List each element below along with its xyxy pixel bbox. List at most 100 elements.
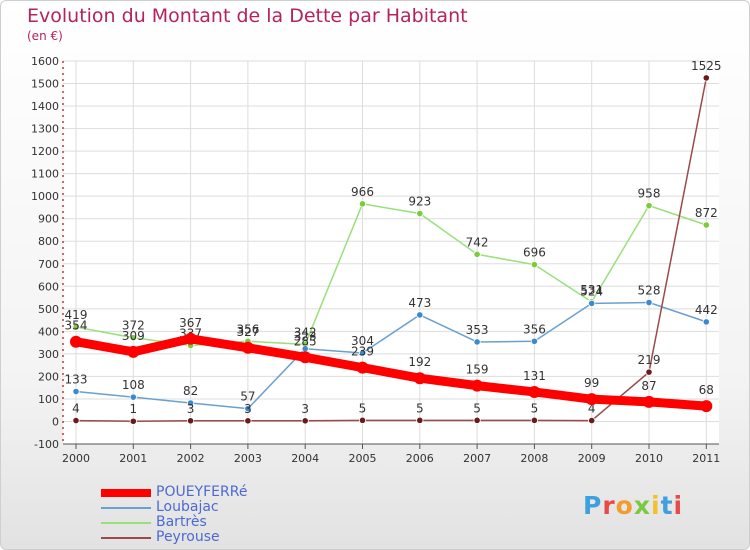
data-point bbox=[358, 416, 367, 424]
series-line-1 bbox=[75, 301, 708, 410]
data-point bbox=[70, 335, 82, 348]
data-point bbox=[645, 368, 653, 376]
data-point bbox=[244, 417, 252, 425]
data-point bbox=[473, 250, 481, 258]
data-point bbox=[473, 338, 481, 346]
data-point bbox=[187, 399, 195, 407]
y-tick-label: 400 bbox=[38, 325, 59, 338]
y-tick-label: -100 bbox=[34, 438, 59, 451]
y-tick-label: 1600 bbox=[31, 55, 59, 68]
legend-swatch-loubajac bbox=[101, 507, 151, 509]
data-point bbox=[187, 417, 195, 425]
data-point bbox=[416, 416, 424, 424]
data-point bbox=[585, 393, 598, 406]
logo-letter: x bbox=[633, 491, 651, 520]
data-point bbox=[416, 209, 424, 218]
data-point bbox=[72, 387, 80, 396]
data-label: 524 bbox=[580, 284, 603, 298]
data-label: 5 bbox=[531, 401, 539, 415]
data-point bbox=[702, 221, 710, 229]
chart-title: Evolution du Montant de la Dette par Hab… bbox=[27, 5, 468, 27]
data-point bbox=[127, 345, 140, 358]
data-point bbox=[700, 400, 713, 413]
data-point bbox=[72, 416, 80, 425]
legend-label: Peyrouse bbox=[156, 529, 220, 545]
data-point bbox=[645, 298, 653, 307]
data-label: 5 bbox=[359, 401, 367, 415]
data-label: 353 bbox=[466, 323, 489, 337]
data-label: 327 bbox=[236, 325, 259, 339]
data-point bbox=[301, 417, 309, 425]
y-tick-label: 500 bbox=[38, 303, 59, 316]
data-point bbox=[184, 332, 197, 345]
data-point bbox=[241, 341, 254, 354]
data-label: 159 bbox=[466, 363, 489, 377]
data-label: 5 bbox=[416, 401, 424, 415]
y-tick-label: 1200 bbox=[31, 145, 59, 158]
y-tick-label: 600 bbox=[38, 280, 59, 293]
legend-label: Bartrès bbox=[156, 514, 207, 530]
y-tick-label: 900 bbox=[38, 213, 59, 226]
data-label: 356 bbox=[236, 322, 259, 336]
x-tick-label: 2004 bbox=[291, 452, 319, 465]
data-point bbox=[471, 379, 484, 392]
data-label: 192 bbox=[408, 355, 431, 369]
x-tick-label: 2005 bbox=[349, 452, 377, 465]
x-tick-label: 2007 bbox=[463, 452, 491, 465]
y-tick-label: 700 bbox=[38, 258, 59, 271]
data-point bbox=[129, 393, 137, 401]
data-label: 87 bbox=[641, 379, 656, 393]
data-label: 4 bbox=[588, 402, 596, 416]
data-label: 3 bbox=[244, 402, 252, 416]
data-point bbox=[645, 202, 653, 210]
data-label: 528 bbox=[638, 284, 661, 298]
data-label: 4 bbox=[72, 402, 80, 416]
data-label: 285 bbox=[294, 334, 317, 348]
x-tick-label: 2010 bbox=[635, 452, 663, 465]
chart-subtitle: (en €) bbox=[27, 29, 63, 43]
data-label: 1 bbox=[129, 402, 137, 416]
data-point bbox=[588, 416, 596, 425]
data-point bbox=[530, 337, 539, 345]
y-tick-label: 0 bbox=[52, 415, 59, 428]
x-tick-label: 2011 bbox=[692, 452, 720, 465]
data-point bbox=[702, 74, 710, 82]
data-label: 742 bbox=[466, 235, 489, 249]
y-tick-label: 300 bbox=[38, 348, 59, 361]
proxiti-logo: Proxiti bbox=[583, 491, 683, 520]
y-tick-label: 1000 bbox=[31, 190, 59, 203]
logo-letter: i bbox=[651, 491, 661, 520]
data-label: 872 bbox=[695, 206, 718, 220]
legend-swatch-peyrouse bbox=[101, 537, 151, 539]
logo-letter: t bbox=[660, 491, 674, 520]
data-label: 3 bbox=[301, 402, 309, 416]
data-label: 68 bbox=[699, 383, 714, 397]
legend-swatch-poueyferre bbox=[101, 489, 151, 497]
data-label: 342 bbox=[294, 325, 317, 339]
legend-label: POUEYFERRé bbox=[156, 484, 248, 500]
y-tick-label: 1100 bbox=[31, 168, 59, 181]
data-point bbox=[129, 334, 137, 342]
series-line-3 bbox=[75, 77, 708, 422]
data-point bbox=[356, 361, 369, 374]
data-label: 323 bbox=[294, 330, 317, 344]
logo-letter: P bbox=[583, 491, 603, 520]
data-point bbox=[530, 416, 539, 424]
y-tick-label: 1500 bbox=[31, 78, 59, 91]
data-label: 239 bbox=[351, 345, 374, 359]
data-label: 442 bbox=[695, 303, 718, 317]
y-tick-label: 200 bbox=[38, 370, 59, 383]
data-label: 356 bbox=[523, 322, 546, 336]
x-tick-label: 2006 bbox=[406, 452, 434, 465]
x-tick-label: 2009 bbox=[578, 452, 606, 465]
data-label: 923 bbox=[408, 195, 431, 209]
data-label: 57 bbox=[240, 390, 255, 404]
legend-label: Loubajac bbox=[156, 499, 219, 515]
data-label: 473 bbox=[408, 296, 431, 310]
data-label: 367 bbox=[179, 316, 202, 330]
data-label: 108 bbox=[122, 378, 145, 392]
logo-letter: r bbox=[602, 491, 616, 520]
data-point bbox=[129, 417, 137, 425]
